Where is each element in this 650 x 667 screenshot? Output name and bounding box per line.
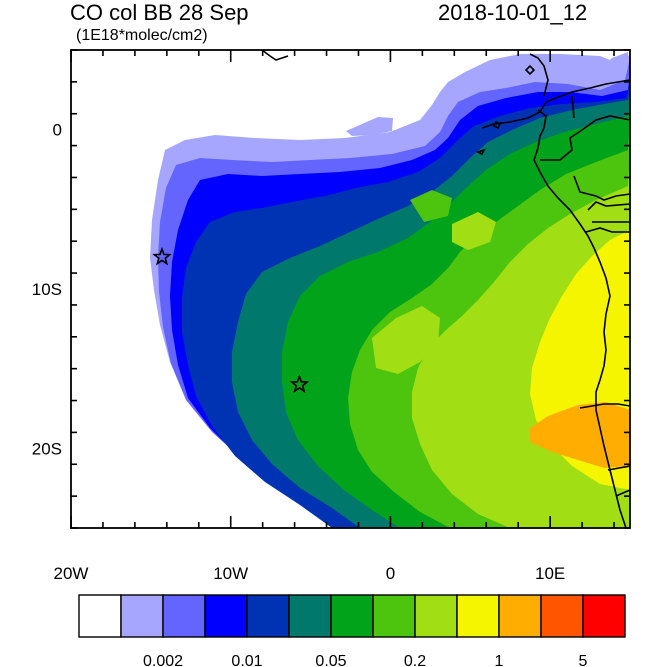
colorbar-box xyxy=(414,594,458,638)
co-concentration-field xyxy=(71,50,630,528)
colorbar-box xyxy=(456,594,500,638)
star-marker-south xyxy=(289,374,310,393)
lat-tick-label: 0 xyxy=(53,121,62,140)
axis-ticks xyxy=(70,49,630,529)
coastlines-and-borders xyxy=(261,50,630,528)
colorbar-box xyxy=(330,594,374,638)
colorbar-label: 1 xyxy=(495,653,504,667)
colorbar-box xyxy=(162,594,206,638)
site-markers xyxy=(152,246,310,393)
colorbar-box xyxy=(372,594,416,638)
colorbar: 0.002 0.01 0.05 0.2 1 5 xyxy=(78,594,626,667)
map-title: CO col BB 28 Sep xyxy=(70,0,249,25)
axis-tick-labels: 20W 10W 0 10E 0 10S 20S xyxy=(32,121,566,583)
plot-frame xyxy=(70,49,631,529)
units-label: (1E18*molec/cm2) xyxy=(76,27,208,44)
colorbar-box xyxy=(78,594,122,638)
lat-tick-label: 10S xyxy=(32,280,62,299)
star-marker-north xyxy=(152,246,172,266)
colorbar-label: 0.01 xyxy=(231,653,262,667)
colorbar-box xyxy=(246,594,290,638)
colorbar-label: 0.002 xyxy=(143,653,183,667)
lon-tick-label: 10W xyxy=(213,564,248,583)
colorbar-box xyxy=(582,594,626,638)
lon-tick-label: 0 xyxy=(386,564,395,583)
colorbar-label: 5 xyxy=(579,653,588,667)
colorbar-box xyxy=(204,594,248,638)
lon-tick-label: 10E xyxy=(535,564,565,583)
colorbar-box xyxy=(288,594,332,638)
colorbar-label: 0.05 xyxy=(315,653,346,667)
lon-tick-label: 20W xyxy=(54,564,89,583)
colorbar-label: 0.2 xyxy=(404,653,426,667)
map-timestamp: 2018-10-01_12 xyxy=(438,0,588,25)
lat-tick-label: 20S xyxy=(32,439,62,458)
colorbar-box xyxy=(540,594,584,638)
colorbar-box xyxy=(498,594,542,638)
colorbar-box xyxy=(120,594,164,638)
